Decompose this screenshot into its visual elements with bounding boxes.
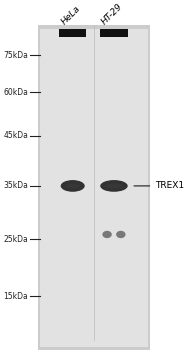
Text: HeLa: HeLa bbox=[60, 5, 82, 27]
Text: 25kDa: 25kDa bbox=[3, 235, 28, 244]
Ellipse shape bbox=[100, 180, 128, 192]
Text: HT-29: HT-29 bbox=[100, 2, 124, 27]
Ellipse shape bbox=[65, 183, 80, 188]
Text: 15kDa: 15kDa bbox=[3, 292, 28, 301]
Bar bbox=[100, 29, 128, 37]
Ellipse shape bbox=[61, 180, 85, 192]
Text: 60kDa: 60kDa bbox=[3, 88, 28, 97]
FancyBboxPatch shape bbox=[38, 25, 150, 350]
FancyBboxPatch shape bbox=[40, 29, 148, 346]
Ellipse shape bbox=[106, 183, 122, 188]
Text: TREX1: TREX1 bbox=[134, 181, 184, 190]
Ellipse shape bbox=[102, 231, 112, 238]
Text: 75kDa: 75kDa bbox=[3, 51, 28, 60]
Text: 35kDa: 35kDa bbox=[3, 181, 28, 190]
Text: 45kDa: 45kDa bbox=[3, 131, 28, 140]
Ellipse shape bbox=[116, 231, 126, 238]
Bar bbox=[59, 29, 86, 37]
